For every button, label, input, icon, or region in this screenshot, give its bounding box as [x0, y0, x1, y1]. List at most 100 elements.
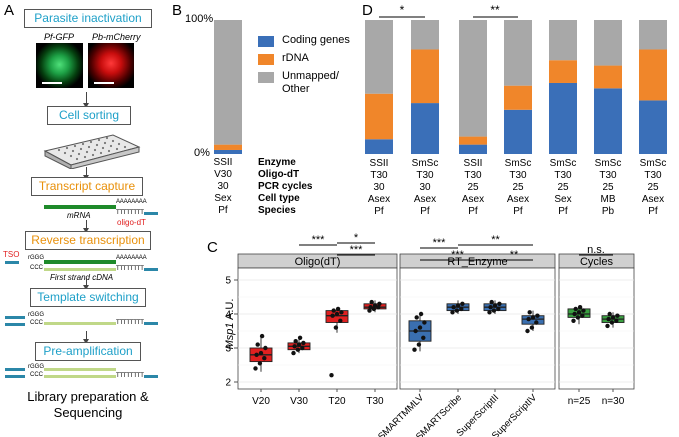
data-point	[367, 308, 372, 313]
data-point	[422, 320, 427, 325]
column-label: T30	[509, 170, 527, 181]
panel-b-column-labels: SSII V30 30 Sex Pf	[208, 157, 238, 217]
mrna-strand	[44, 205, 116, 209]
well-plate-icon	[43, 134, 141, 169]
data-point	[292, 344, 297, 349]
bar-segment	[549, 20, 577, 61]
bar-segment	[411, 103, 439, 154]
column-label: T30	[370, 170, 388, 181]
significance-label: **	[490, 3, 500, 17]
step-template-switching: Template switching	[30, 288, 146, 307]
column-label: Pf	[513, 206, 523, 217]
data-point	[330, 313, 335, 318]
tso-bar	[5, 261, 19, 264]
legend-swatch	[258, 72, 274, 83]
column-label: SmSc	[505, 158, 532, 169]
row-label: Species	[258, 205, 296, 216]
column-label: 25	[647, 182, 659, 193]
data-point	[609, 320, 615, 325]
column-label: SSII	[213, 157, 233, 168]
footer-line-1: Library preparation &	[27, 389, 149, 404]
data-point	[573, 306, 578, 312]
data-point	[529, 325, 535, 330]
column-label: SSII	[370, 158, 389, 169]
y-tick-label: 5	[225, 276, 231, 287]
column-label: 30	[373, 182, 385, 193]
data-point	[259, 333, 265, 339]
column-label: 25	[512, 182, 524, 193]
mcherry-micrograph	[88, 43, 134, 88]
column-label: 30	[217, 181, 229, 192]
data-point	[530, 315, 536, 320]
facet-panel	[237, 267, 398, 390]
data-point	[293, 339, 298, 344]
row-label: PCR cycles	[258, 181, 313, 192]
step-parasite-inactivation: Parasite inactivation	[24, 9, 152, 28]
column-label: T30	[464, 170, 482, 181]
polya-tail: AAAAAAAA	[116, 199, 147, 205]
step-reverse-transcription: Reverse transcription	[25, 231, 151, 250]
axis-0-label: 0%	[194, 147, 210, 159]
mrna-strand	[44, 260, 116, 264]
facet-title: RT_Enzyme	[447, 256, 507, 268]
row-label: Cell type	[258, 193, 300, 204]
data-point	[291, 350, 296, 356]
pb-mcherry-label: Pb-mCherry	[92, 32, 141, 42]
bar-segment	[214, 20, 242, 145]
column-label: SmSc	[550, 158, 577, 169]
significance-label: **	[491, 234, 500, 246]
data-point	[606, 316, 611, 322]
data-point	[492, 303, 498, 308]
significance-label: **	[510, 249, 519, 261]
bar-segment	[639, 100, 667, 154]
column-label: Pf	[558, 206, 568, 217]
legend-label: Coding genes	[282, 34, 350, 46]
panel-d-letter: D	[362, 2, 373, 19]
data-point	[491, 308, 497, 313]
flow-arrow	[83, 220, 89, 233]
oligo-dt-sequence: TTTTTTTT	[116, 373, 144, 379]
oligo-dt-sequence: TTTTTTTT	[116, 266, 144, 272]
flow-arrow	[83, 331, 89, 344]
data-point	[488, 305, 493, 310]
column-label: Asex	[414, 194, 436, 205]
column-label: V30	[214, 169, 232, 180]
data-point	[416, 342, 422, 347]
x-tick-label: T30	[366, 396, 384, 407]
facet-title: Cycles	[580, 256, 614, 268]
legend-label: Other	[282, 83, 310, 95]
significance-label: *	[354, 232, 359, 244]
data-point	[413, 328, 418, 334]
data-point	[527, 310, 532, 315]
column-label: SmSc	[640, 158, 667, 169]
data-point	[610, 315, 616, 320]
data-point	[301, 340, 306, 346]
data-point	[255, 342, 260, 347]
column-label: 25	[467, 182, 479, 193]
oligo-dt-sequence: TTTTTTTT	[116, 210, 144, 216]
significance-label: ***	[451, 249, 465, 261]
oligo-dt-label: oligo-dT	[117, 218, 146, 227]
column-label: 25	[557, 182, 569, 193]
data-point	[257, 361, 263, 366]
rggg-label: rGGG	[28, 312, 44, 318]
data-point	[580, 313, 585, 318]
oligo-bar	[144, 212, 158, 215]
legend-swatch	[258, 36, 274, 47]
tso-bar	[5, 375, 25, 378]
data-point	[450, 310, 455, 315]
data-point	[258, 350, 264, 356]
column-label: 25	[602, 182, 614, 193]
oligo-bar	[144, 322, 158, 325]
column-label: Pf	[648, 206, 658, 217]
data-point	[535, 313, 540, 318]
data-point	[254, 352, 259, 357]
data-point	[571, 318, 576, 323]
data-point	[459, 306, 464, 312]
column-label: Sex	[554, 194, 571, 205]
bar-segment	[594, 65, 622, 89]
data-point	[525, 328, 530, 334]
x-tick-label: T20	[328, 396, 346, 407]
